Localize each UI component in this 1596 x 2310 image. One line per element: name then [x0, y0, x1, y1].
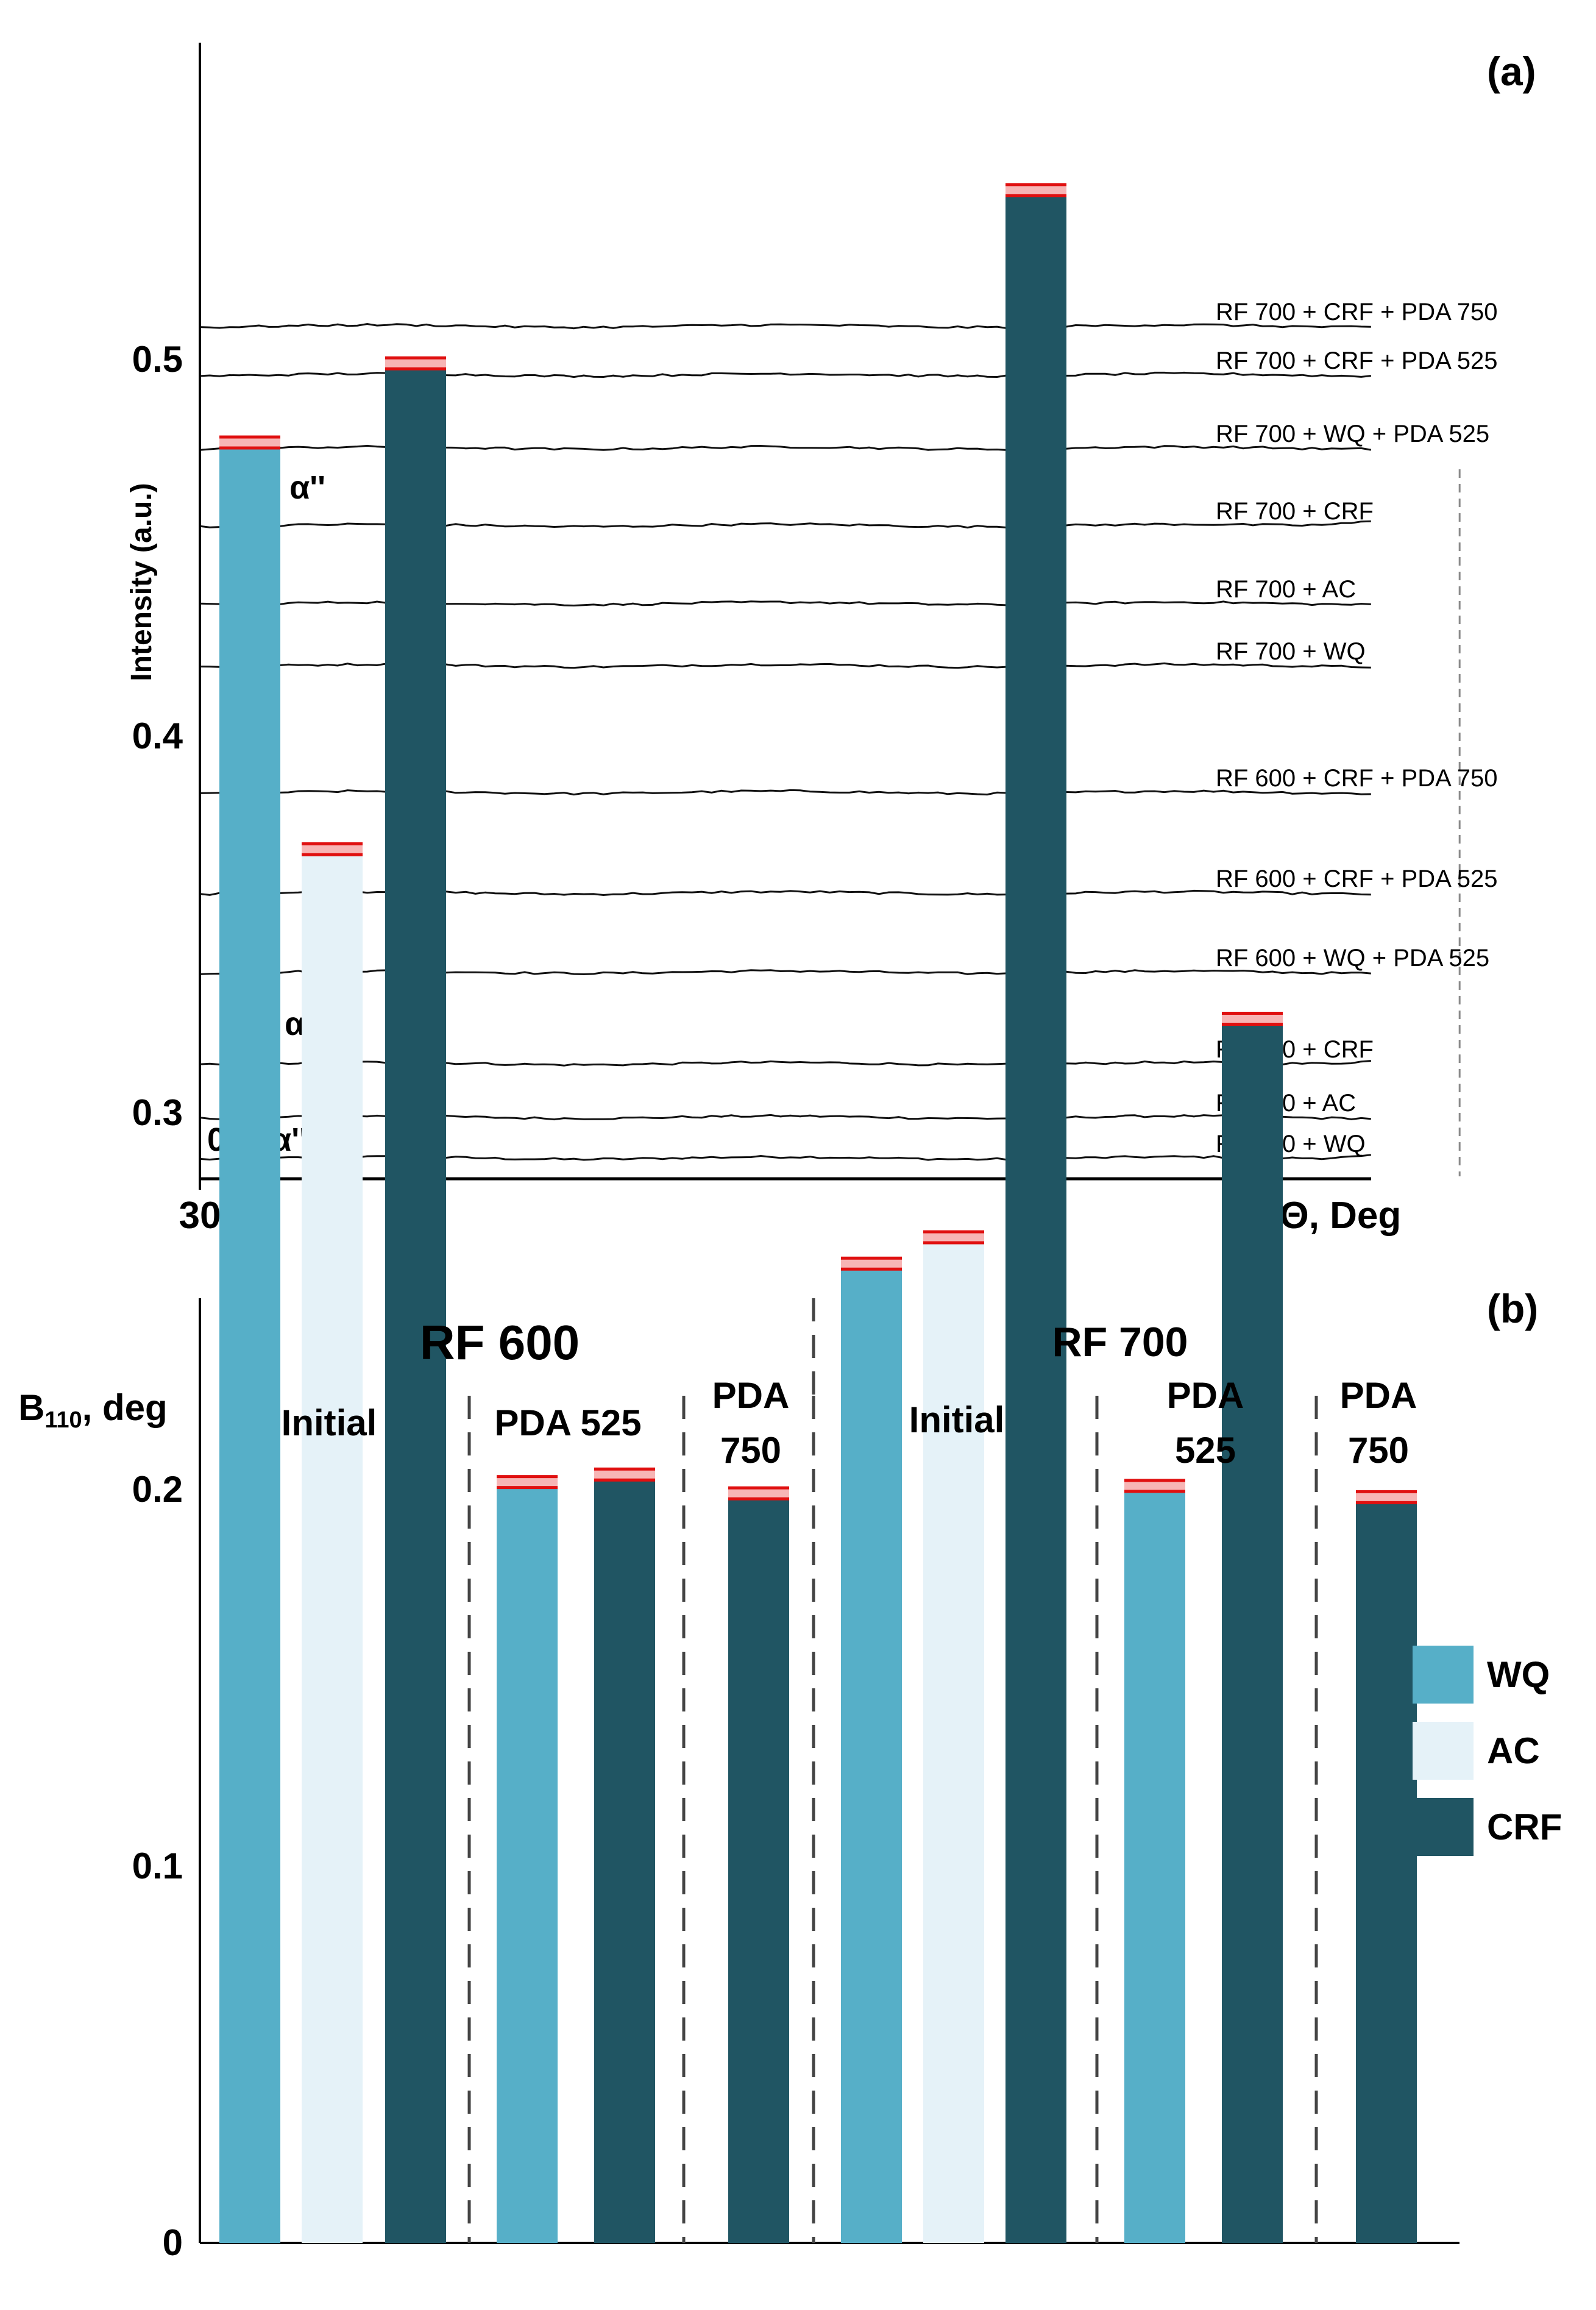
- error-bar-fill: [841, 1258, 902, 1270]
- series-label: RF 700 + CRF + PDA 750: [1216, 299, 1497, 325]
- group-label: RF 600: [420, 1315, 580, 1370]
- y-axis-label-b: B110, deg: [18, 1387, 168, 1433]
- error-bar-fill: [385, 358, 446, 369]
- y-tick-label: 0.1: [132, 1846, 183, 1886]
- series-label: RF 700 + WQ: [1216, 638, 1366, 665]
- bar: [1005, 190, 1066, 2244]
- series-label: RF 600 + CRF + PDA 525: [1216, 865, 1497, 892]
- bar: [497, 1482, 558, 2243]
- bar: [219, 442, 280, 2244]
- series-label: RF 600 + WQ + PDA 525: [1216, 945, 1489, 972]
- error-bar-fill: [302, 844, 363, 855]
- legend-swatch: [1413, 1646, 1474, 1704]
- y-tick-label: 0.5: [132, 339, 183, 380]
- bar: [1222, 1018, 1283, 2243]
- group-label: RF 700: [1052, 1319, 1188, 1365]
- x-tick-label: 30: [179, 1195, 221, 1237]
- subgroup-label: Initial: [282, 1402, 377, 1443]
- legend-label: CRF: [1487, 1807, 1562, 1847]
- series-label: RF 700 + WQ + PDA 525: [1216, 421, 1489, 447]
- error-bar-fill: [594, 1469, 655, 1480]
- panel-label-b: (b): [1487, 1286, 1538, 1331]
- subgroup-label: PDA 525: [1167, 1375, 1244, 1471]
- y-tick-label: 0.4: [132, 716, 183, 756]
- group-labels: RF 600 RF 700 Initial PDA 525 PDA 750 Initial P…: [282, 1315, 1417, 1471]
- y-tick-label: 0.3: [132, 1092, 183, 1133]
- legend-label: WQ: [1487, 1654, 1550, 1695]
- series-label: RF 600 + CRF + PDA 750: [1216, 765, 1497, 792]
- series-label: RF 700 + CRF: [1216, 498, 1374, 525]
- y-tick-label: 0: [163, 2222, 183, 2263]
- error-bar-fill: [1222, 1013, 1283, 1025]
- bar: [302, 849, 363, 2244]
- error-bar-fill: [728, 1488, 789, 1499]
- subgroup-label: PDA 525: [494, 1402, 641, 1443]
- error-bar-fill: [1124, 1480, 1185, 1491]
- y-axis-label-sub: 110: [44, 1407, 82, 1433]
- bar: [1124, 1485, 1185, 2243]
- subgroup-dividers: [467, 1298, 1318, 2243]
- bar: [1356, 1497, 1417, 2243]
- bar: [841, 1263, 902, 2243]
- xrd-trace: [199, 322, 1371, 330]
- error-bar-fill: [1005, 184, 1066, 196]
- legend-label: AC: [1487, 1730, 1540, 1771]
- bar: [385, 363, 446, 2244]
- y-axis-label-rest: , deg: [82, 1387, 168, 1428]
- bar: [594, 1474, 655, 2243]
- error-bar-fill: [923, 1231, 984, 1243]
- subgroup-label: Initial: [909, 1399, 1005, 1440]
- error-bar-fill: [497, 1476, 558, 1488]
- bars-group: [219, 183, 1417, 2244]
- series-label: RF 700 + AC: [1216, 576, 1356, 603]
- bar: [923, 1237, 984, 2243]
- series-label: RF 700 + CRF + PDA 525: [1216, 347, 1497, 374]
- bar-panel-b: 0 0.1 0.2 0.3 0.4 0.5 B110, deg RF 600 RF 700 I…: [18, 183, 1562, 2263]
- subgroup-label: PDA 750: [1340, 1375, 1417, 1471]
- error-bar-fill: [219, 436, 280, 448]
- x-ticks-a: 304050607080: [179, 1179, 221, 1237]
- legend: WQ AC CRF: [1413, 1646, 1562, 1856]
- y-axis-label-main: B: [18, 1387, 44, 1428]
- y-tick-label: 0.2: [132, 1469, 183, 1510]
- error-bar-fill: [1356, 1491, 1417, 1503]
- subgroup-label: PDA 750: [712, 1375, 790, 1471]
- legend-swatch: [1413, 1798, 1474, 1856]
- y-axis-label-a: Intensity (a.u.): [126, 483, 158, 681]
- bar: [728, 1493, 789, 2243]
- legend-swatch: [1413, 1722, 1474, 1780]
- panel-label-a: (a): [1487, 49, 1536, 94]
- y-ticks-b: 0 0.1 0.2 0.3 0.4 0.5: [132, 339, 183, 2263]
